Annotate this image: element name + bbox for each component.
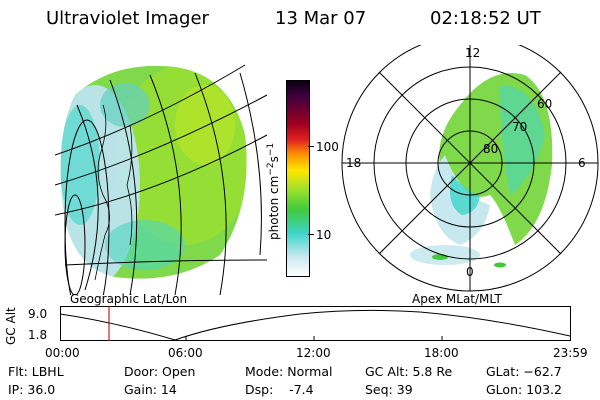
seq-info: Seq: 39	[365, 382, 413, 397]
gc-xtick-3: 18:00	[424, 346, 459, 360]
mlt-label-6: 6	[578, 156, 586, 170]
gc-alt-ylabel: GC Alt	[4, 307, 18, 345]
mode-info: Mode: Normal	[245, 364, 333, 379]
mlat-label-80: 80	[483, 142, 499, 156]
door-info: Door: Open	[124, 364, 196, 379]
gc-xtick-2: 12:00	[296, 346, 331, 360]
gc-alt-plot	[60, 306, 571, 341]
gc-xtick-4: 23:59	[553, 346, 588, 360]
polar-grid	[341, 45, 599, 292]
colorbar-label-10: 10	[316, 228, 332, 242]
glat-info: GLat: −62.7	[486, 364, 562, 379]
filter-info: Flt: LBHL	[8, 364, 64, 379]
mlt-label-18: 18	[346, 156, 362, 170]
gain-info: Gain: 14	[124, 382, 177, 397]
gc-alt-min: 1.8	[28, 328, 48, 342]
apex-label: Apex MLat/MLT	[412, 292, 502, 306]
gc-xtick-0: 00:00	[45, 346, 80, 360]
glon-info: GLon: 103.2	[486, 382, 562, 397]
instrument-title: Ultraviolet Imager	[46, 8, 209, 29]
geographic-grid	[55, 64, 267, 295]
mlt-label-12: 12	[465, 46, 481, 60]
colorbar-unit: photon cm−2s−1	[266, 142, 281, 240]
geographic-label: Geographic Lat/Lon	[70, 292, 188, 306]
polar-mlat-mlt-plot	[341, 45, 599, 292]
time-label: 02:18:52 UT	[430, 8, 541, 29]
polar-aurora-emission	[410, 73, 553, 268]
gc-xtick-1: 06:00	[168, 346, 203, 360]
date-label: 13 Mar 07	[275, 8, 367, 29]
mlat-label-70: 70	[512, 120, 528, 134]
ip-info: IP: 36.0	[8, 382, 56, 397]
colorbar-tick-10	[308, 234, 314, 235]
mlt-label-0: 0	[466, 265, 474, 279]
geographic-aurora-image	[55, 64, 267, 295]
colorbar-tick-100	[308, 146, 314, 147]
mlat-label-60: 60	[537, 97, 553, 111]
colorbar	[286, 80, 310, 277]
gc-alt-info: GC Alt: 5.8 Re	[365, 364, 453, 379]
dsp-info: Dsp: -7.4	[245, 382, 314, 397]
colorbar-label-100: 100	[316, 140, 339, 154]
aurora-emission	[60, 65, 247, 279]
gc-alt-max: 9.0	[28, 307, 48, 321]
